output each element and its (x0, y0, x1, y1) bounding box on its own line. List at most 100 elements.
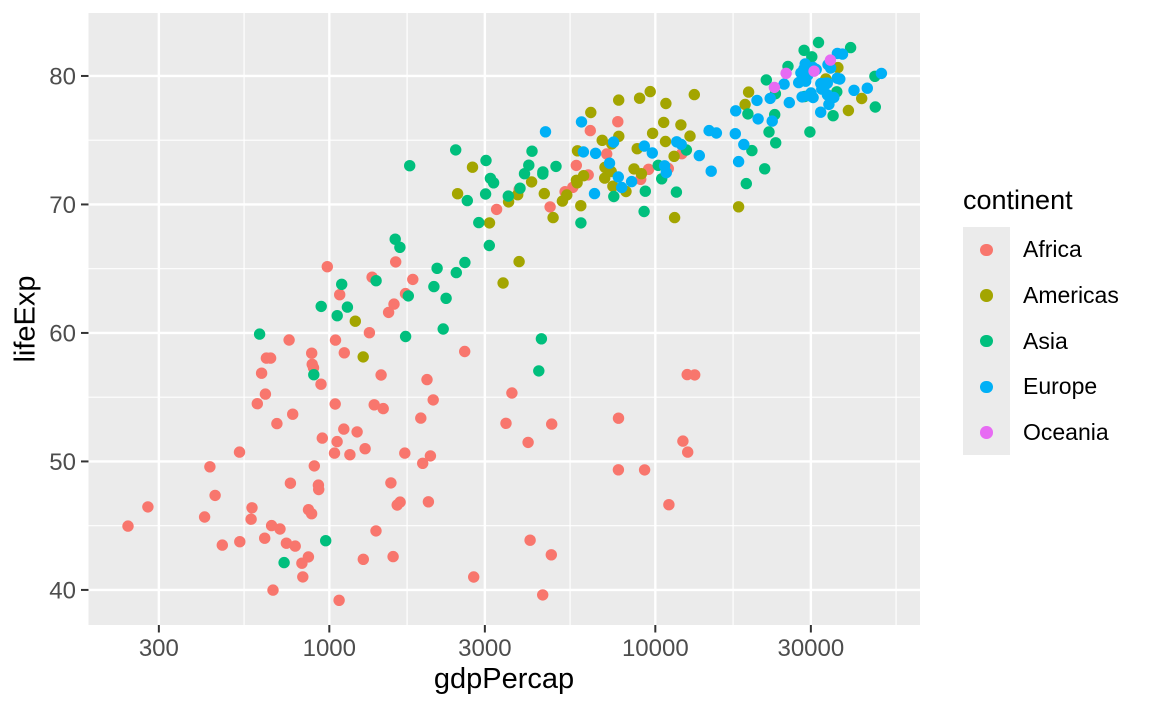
data-point (370, 525, 382, 537)
data-point (819, 77, 831, 90)
data-point (537, 589, 549, 601)
data-point (385, 477, 397, 489)
data-point (468, 571, 480, 583)
data-point (658, 116, 670, 129)
data-point (689, 369, 701, 381)
data-point (768, 81, 781, 94)
data-point (628, 163, 640, 175)
data-point (502, 190, 514, 202)
data-point (233, 446, 246, 458)
data-point (316, 432, 328, 444)
data-point (424, 450, 437, 462)
data-point (684, 130, 696, 142)
data-point (377, 402, 389, 415)
data-point (740, 177, 752, 190)
data-point (742, 86, 755, 98)
data-point (451, 188, 464, 200)
data-point (402, 290, 414, 302)
data-point (607, 180, 619, 192)
data-point (497, 277, 509, 289)
data-point (533, 365, 545, 377)
data-point (440, 292, 452, 304)
data-point (799, 58, 811, 70)
data-point (663, 499, 675, 511)
data-point (391, 499, 403, 511)
data-point (764, 92, 776, 105)
data-point (328, 447, 341, 459)
data-point (742, 108, 754, 120)
data-point (538, 187, 550, 200)
data-point (204, 461, 216, 473)
data-point (382, 306, 395, 319)
data-point (359, 443, 371, 455)
data-point (798, 44, 810, 56)
data-point (253, 328, 266, 340)
x-tick-label: 30000 (777, 635, 844, 662)
data-point (297, 571, 309, 583)
data-point (729, 128, 741, 140)
data-point (577, 146, 590, 158)
data-point (646, 147, 658, 159)
data-point (770, 137, 782, 149)
data-point (216, 539, 228, 551)
data-point (522, 436, 534, 449)
data-point (321, 261, 333, 273)
data-point (660, 97, 672, 110)
data-point (585, 106, 597, 119)
data-point (483, 239, 495, 252)
data-point (638, 464, 651, 476)
data-point (808, 65, 820, 77)
data-point (751, 94, 763, 107)
legend-keys: Africa Americas Asia Europe Oceania (963, 227, 1119, 456)
data-point (284, 477, 297, 489)
data-point (302, 551, 315, 563)
data-point (693, 149, 705, 162)
data-point (338, 347, 350, 359)
data-point (278, 556, 290, 569)
data-point (823, 98, 835, 111)
data-point (338, 423, 350, 435)
data-point (251, 398, 263, 410)
data-point (545, 549, 557, 561)
legend-dot-oceania (980, 426, 993, 439)
legend-entry-oceania: Oceania (963, 409, 1119, 456)
data-point (428, 280, 440, 293)
y-tick-label: 50 (49, 449, 76, 476)
data-point (778, 78, 790, 90)
data-point (351, 426, 363, 438)
y-tick-label: 80 (49, 63, 76, 90)
data-point (550, 160, 562, 173)
data-point (417, 457, 429, 469)
data-point (320, 535, 332, 547)
legend-dot-africa (980, 243, 993, 257)
data-point (514, 182, 526, 194)
data-point (500, 417, 512, 429)
legend-label-europe: Europe (1023, 373, 1098, 400)
data-point (570, 174, 583, 186)
legend-entry-europe: Europe (963, 364, 1119, 410)
data-point (331, 435, 343, 448)
y-tick-label: 40 (49, 577, 76, 604)
data-point (265, 519, 278, 532)
data-point (336, 278, 348, 290)
data-point (575, 217, 587, 229)
legend-label-americas: Americas (1023, 282, 1119, 309)
data-point (570, 159, 582, 172)
data-point (827, 110, 839, 122)
data-point (730, 105, 742, 117)
y-tick-label: 60 (49, 320, 76, 347)
data-point (760, 74, 772, 86)
legend-label-asia: Asia (1023, 327, 1068, 354)
y-tick-label: 70 (49, 192, 76, 219)
data-point (589, 147, 602, 159)
data-point (370, 275, 382, 287)
data-point (437, 323, 449, 335)
data-point (422, 496, 435, 508)
data-point (404, 160, 416, 172)
legend-title: continent (963, 185, 1073, 215)
data-point (390, 256, 402, 268)
data-point (234, 536, 246, 548)
data-point (479, 188, 492, 200)
x-axis-title: gdpPercap (433, 663, 575, 695)
data-point (333, 594, 345, 606)
